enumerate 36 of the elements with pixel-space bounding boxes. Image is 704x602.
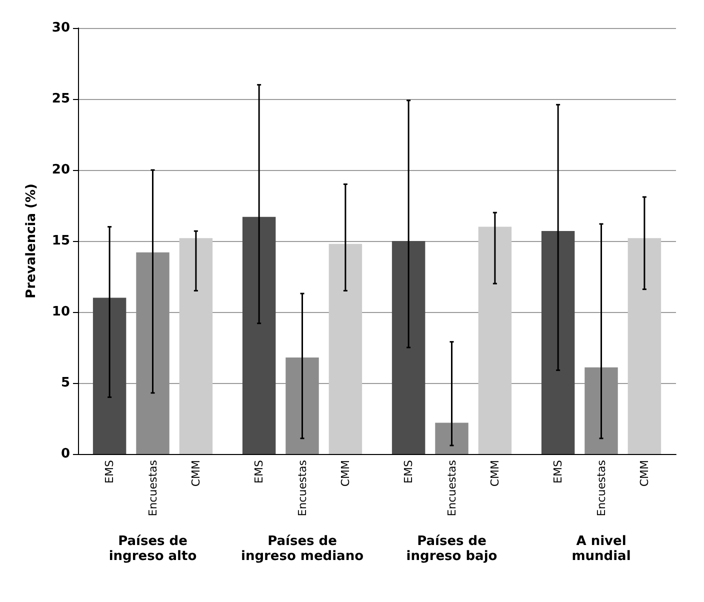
y-tick-label: 20 <box>52 162 70 178</box>
bar <box>541 231 575 454</box>
text: EMS <box>252 460 266 484</box>
x-tick-label: Países de ingreso mediano <box>240 534 364 564</box>
text: Encuestas <box>445 460 458 516</box>
text: CMM <box>638 460 651 487</box>
bar <box>328 244 362 454</box>
y-tick-label: 25 <box>52 92 70 106</box>
y-axis-title: Prevalencia (%) <box>24 184 39 298</box>
y-tick-label: 15 <box>52 234 70 248</box>
bar <box>478 226 512 454</box>
bar <box>286 357 319 454</box>
x-tick-label: A nivel mundial <box>572 534 631 564</box>
text: Encuestas <box>594 460 608 516</box>
text: Encuestas <box>296 460 309 516</box>
x-tick-label: Países de ingreso alto <box>108 534 197 564</box>
text: CMM <box>189 460 202 487</box>
text: EMS <box>402 460 416 484</box>
text: EMS <box>103 460 116 484</box>
text: CMM <box>338 460 352 487</box>
x-tick-label: Países de ingreso bajo <box>406 534 498 564</box>
bar <box>584 367 618 454</box>
bar <box>92 298 126 454</box>
text: EMS <box>552 460 565 484</box>
bar <box>136 252 170 454</box>
y-tick-label: 30 <box>52 20 70 36</box>
text: CMM <box>488 460 502 487</box>
bar <box>435 422 468 454</box>
text: Encuestas <box>146 460 160 516</box>
y-tick-label: 0 <box>60 446 70 462</box>
y-tick-label: 5 <box>60 376 70 390</box>
y-tick-label: 10 <box>52 304 70 320</box>
bar <box>628 238 662 454</box>
bar <box>242 216 276 454</box>
bar <box>392 241 426 454</box>
bar <box>179 238 213 454</box>
